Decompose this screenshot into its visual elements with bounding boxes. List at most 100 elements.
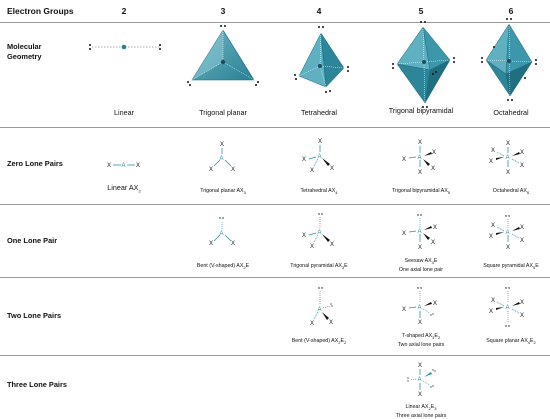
ligand-label: X	[489, 234, 493, 240]
ligand-label: X	[329, 320, 333, 326]
caption-trigonal-planar: Trigonal planar	[199, 108, 247, 117]
ligand-label: X	[433, 225, 437, 231]
ligand-label: X	[418, 245, 422, 251]
caption-linear-ax2e3: Linear AX2E3 Three axial lone pairs	[395, 404, 447, 419]
central-atom-label: A	[318, 230, 322, 236]
tetrahedral-model	[294, 26, 349, 93]
row-label-molecular-geometry: Molecular Geometry	[7, 42, 42, 61]
central-atom-label: A	[318, 307, 322, 313]
caption-bent-ax2e: Bent (V-shaped) AX2E	[196, 263, 250, 271]
seesaw-ax4e-structure: A X X X X	[402, 214, 437, 251]
column-header-4: 4	[316, 6, 322, 16]
ligand-label: X	[209, 241, 213, 247]
ligand-label: X	[318, 139, 322, 145]
ligand-label: X	[302, 233, 306, 239]
trigonal-pyramidal-ax3e-structure: A X X X	[302, 213, 334, 250]
central-atom-label: A	[506, 230, 510, 236]
t-shaped-ax3e2-structure: A X X X	[402, 287, 437, 326]
central-atom-label: A	[418, 305, 422, 311]
caption-trigonal-bipyramidal-ax5: Trigonal bipyramidal AX5	[392, 188, 450, 196]
ligand-label: X	[302, 157, 306, 163]
tetrahedral-ax4-structure: X A X X X	[302, 139, 334, 174]
ligand-label: X	[432, 150, 436, 156]
column-header-6: 6	[508, 6, 514, 16]
bent-ax2e2-structure: A X X	[310, 287, 333, 327]
trigonal-bipyramidal-ax5-structure: X A X X X X	[402, 140, 436, 176]
linear-ax2e3-structure: X A X	[407, 363, 436, 398]
row-label-three-lone-pairs: Three Lone Pairs	[7, 380, 67, 389]
ligand-label: X	[418, 363, 422, 369]
caption-tetrahedral-ax4: Tetrahedral AX4	[300, 188, 338, 196]
ligand-label: X	[418, 320, 422, 326]
square-planar-ax4e2-structure: A X X X X	[489, 287, 524, 327]
ligand-label: X	[136, 163, 140, 169]
ligand-label: X	[310, 168, 314, 174]
square-pyramidal-ax5e-structure: A X X X X X	[489, 215, 524, 251]
central-atom-label: A	[418, 229, 422, 235]
ligand-label: X	[330, 242, 334, 248]
ligand-label: X	[402, 157, 406, 163]
ligand-label: X	[520, 313, 524, 319]
ligand-label: X	[231, 241, 235, 247]
row-label-zero-lone-pairs: Zero Lone Pairs	[7, 159, 63, 168]
ligand-label: X	[402, 307, 406, 313]
ligand-label: X	[506, 245, 510, 251]
caption-octahedral: Octahedral	[493, 108, 529, 117]
octahedral-model	[481, 18, 537, 101]
ligand-label: X	[402, 231, 406, 237]
ligand-label: X	[520, 225, 524, 231]
caption-square-planar-ax4e2: Square planar AX4E2	[486, 338, 536, 346]
ligand-label: X	[489, 159, 493, 165]
trigonal-bipyramidal-model	[392, 21, 455, 108]
ligand-label: X	[220, 142, 224, 148]
row-label-two-lone-pairs: Two Lone Pairs	[7, 311, 62, 320]
linear-ax2-structure: X A X	[107, 163, 140, 169]
ligand-label: X	[520, 163, 524, 169]
central-atom-label: A	[506, 305, 510, 311]
caption-octahedral-ax6: Octahedral AX6	[492, 188, 530, 196]
caption-t-shaped-ax3e2: T-shaped AX3E2 Two axial lone pairs	[397, 333, 445, 348]
ligand-label: X	[431, 166, 435, 172]
row-separator	[0, 204, 550, 205]
ligand-label: X	[418, 170, 422, 176]
octahedral-ax6-structure: X A X X X X X	[489, 141, 524, 176]
row-label-one-lone-pair: One Lone Pair	[7, 236, 58, 245]
caption-trigonal-planar-ax3: Trigonal planar AX3	[200, 188, 246, 196]
row-separator	[0, 277, 550, 278]
central-atom-label: A	[122, 163, 126, 169]
ligand-label: X	[310, 244, 314, 250]
ligand-label: X	[489, 309, 493, 315]
trigonal-planar-model	[187, 25, 259, 86]
row-separator	[0, 355, 550, 356]
ligand-label: X	[491, 298, 495, 304]
ligand-label: X	[520, 150, 524, 156]
ligand-label: X	[506, 170, 510, 176]
row-separator	[0, 22, 550, 23]
ligand-label: X	[209, 167, 213, 173]
ligand-label: X	[433, 301, 437, 307]
caption-trigonal-bipyramidal: Trigonal bipyramidal	[388, 106, 454, 115]
ligand-label: X	[491, 223, 495, 229]
electron-groups-header: Electron Groups	[7, 6, 74, 16]
caption-seesaw-ax4e: Seesaw AX4E One axial lone pair	[398, 258, 444, 273]
column-header-2: 2	[121, 6, 127, 16]
caption-linear: Linear	[114, 108, 134, 117]
ligand-label: X	[418, 140, 422, 146]
ligand-label: X	[107, 163, 111, 169]
caption-linear-ax2: Linear AX2	[107, 183, 141, 194]
central-atom-label: A	[418, 155, 422, 161]
caption-square-pyramidal-ax5e: Square pyramidal AX5E	[483, 263, 539, 271]
ligand-label: X	[520, 238, 524, 244]
central-atom-label: A	[318, 154, 322, 160]
column-header-3: 3	[220, 6, 226, 16]
column-header-5: 5	[418, 6, 424, 16]
ligand-label: X	[231, 167, 235, 173]
bent-ax2e-structure: A X X	[209, 217, 235, 247]
caption-tetrahedral: Tetrahedral	[301, 108, 337, 117]
central-atom-label: A	[220, 231, 224, 237]
ligand-label: X	[491, 148, 495, 154]
row-separator	[0, 127, 550, 128]
central-atom-label: A	[418, 377, 422, 383]
